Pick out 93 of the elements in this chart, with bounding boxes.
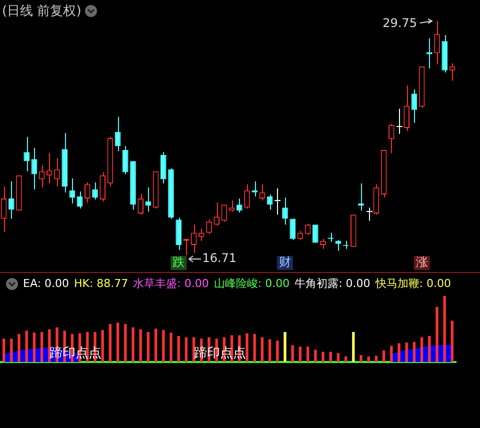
- candlestick: [274, 188, 281, 216]
- chart-title: (日线 前复权): [2, 4, 82, 19]
- candlestick: [122, 146, 128, 175]
- bar: [390, 346, 393, 362]
- bar: [253, 334, 256, 362]
- bar: [306, 346, 310, 362]
- bar: [360, 355, 362, 362]
- text: 牛角初露: 0.00: [294, 276, 370, 291]
- text: 山峰险峻: 0.00: [214, 276, 290, 291]
- bar: [162, 330, 165, 362]
- bar: [436, 306, 438, 362]
- bar: [367, 356, 370, 362]
- bar: [398, 343, 400, 362]
- candlestick: [404, 85, 410, 132]
- bar: [40, 332, 44, 362]
- bar: [25, 330, 28, 362]
- bar: [382, 350, 386, 362]
- candlestick: [176, 217, 182, 250]
- candlestick: [297, 230, 304, 240]
- bar: [170, 332, 172, 362]
- bar: [32, 332, 36, 362]
- candlestick: [92, 182, 98, 200]
- candlestick: [366, 207, 373, 222]
- text: 水草丰盛: 0.00: [133, 276, 209, 291]
- bar: [284, 332, 286, 362]
- bar: [260, 337, 264, 362]
- candlestick: [160, 152, 166, 184]
- candlestick: [8, 180, 14, 220]
- candlestick: [145, 186, 152, 212]
- bar: [450, 320, 454, 362]
- bar: [268, 339, 272, 362]
- candlestick: [221, 204, 228, 222]
- candlestick: [31, 148, 38, 190]
- text: 涨: [416, 255, 428, 270]
- text: 跌: [172, 255, 185, 270]
- candlestick: [449, 62, 456, 82]
- candlestick: [38, 164, 45, 188]
- bar: [405, 342, 408, 362]
- candlestick: [282, 197, 288, 226]
- candlestick: [396, 108, 403, 134]
- bar: [184, 337, 188, 362]
- candlestick: [54, 158, 60, 187]
- bar: [298, 346, 302, 362]
- candlestick: [114, 116, 121, 152]
- text: 财: [279, 255, 291, 270]
- candlestick: [244, 184, 250, 210]
- bar: [146, 332, 150, 362]
- bar: [2, 338, 6, 362]
- candlestick: [198, 228, 204, 242]
- candlestick: [236, 198, 242, 214]
- candlestick: [138, 192, 144, 216]
- text: EA: 0.00: [23, 277, 69, 290]
- bar: [291, 345, 294, 362]
- bar: [276, 340, 279, 362]
- candlestick: [76, 190, 83, 210]
- candlestick: [320, 238, 326, 250]
- bar: [10, 338, 13, 362]
- candlestick: [206, 219, 212, 234]
- candlestick: [266, 194, 273, 210]
- candlestick: [388, 123, 394, 154]
- bar: [336, 353, 340, 362]
- bar: [132, 327, 134, 362]
- bar: [428, 336, 431, 362]
- text: 快马加鞭: 0.00: [375, 276, 451, 291]
- text: HK: 88.77: [74, 277, 128, 290]
- candlestick: [190, 224, 197, 254]
- candlestick: [290, 218, 296, 240]
- bar: [344, 356, 348, 362]
- bar: [177, 336, 180, 362]
- candlestick: [46, 152, 52, 184]
- bar: [154, 328, 158, 362]
- bar: [412, 342, 416, 362]
- bar: [18, 334, 20, 362]
- bar: [420, 337, 424, 362]
- candlestick: [24, 136, 30, 172]
- bar: [314, 350, 317, 362]
- candlestick: [411, 89, 418, 124]
- bar: [322, 352, 324, 362]
- bar: [443, 296, 446, 362]
- bar: [374, 356, 378, 362]
- bar: [139, 329, 142, 362]
- bar: [101, 330, 104, 362]
- bar: [329, 352, 332, 362]
- candlestick: [100, 172, 106, 202]
- bar: [246, 333, 248, 362]
- bar: [124, 324, 127, 362]
- bar: [108, 324, 112, 362]
- candlestick: [434, 20, 440, 65]
- candlestick: [84, 182, 90, 204]
- bar: [352, 332, 355, 362]
- bar: [116, 322, 120, 362]
- annotation: 16.71: [202, 251, 237, 266]
- annotation: 29.75: [382, 16, 417, 30]
